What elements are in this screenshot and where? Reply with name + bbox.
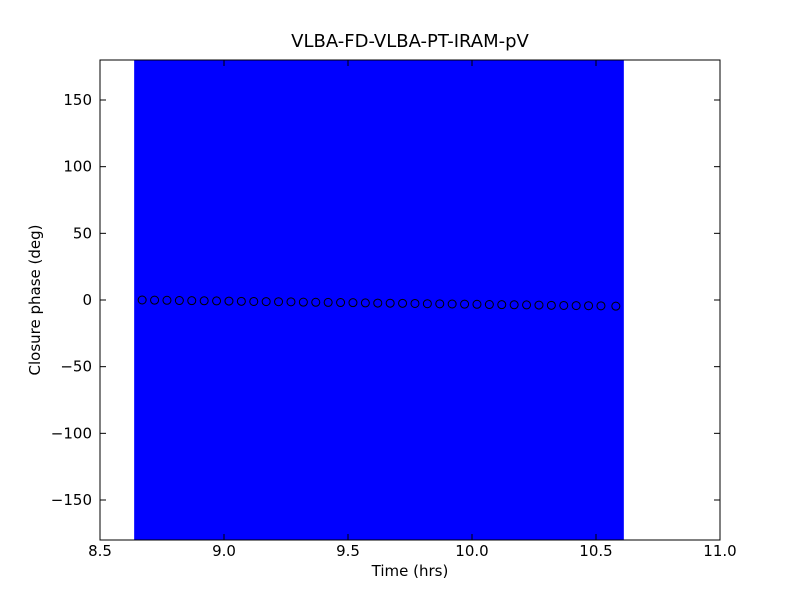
y-tick-label: −150 xyxy=(51,491,92,509)
data-point xyxy=(261,297,271,307)
data-point xyxy=(484,300,494,310)
data-point xyxy=(410,298,420,308)
x-tick-label: 8.5 xyxy=(88,542,112,560)
chart-title: VLBA-FD-VLBA-PT-IRAM-pV xyxy=(291,31,529,52)
data-point xyxy=(497,300,507,310)
data-point xyxy=(571,301,581,311)
data-point xyxy=(199,296,209,306)
x-tick-label: 11.0 xyxy=(703,542,736,560)
data-point xyxy=(546,300,556,310)
data-point xyxy=(596,301,606,311)
x-tick-label: 10.5 xyxy=(579,542,612,560)
data-point xyxy=(236,296,246,306)
data-point xyxy=(435,299,445,309)
data-point xyxy=(385,298,395,308)
data-point xyxy=(150,295,160,305)
data-point xyxy=(534,300,544,310)
y-tick-label: −50 xyxy=(60,358,92,376)
data-point xyxy=(187,296,197,306)
data-point xyxy=(373,298,383,308)
x-tick-label: 10.0 xyxy=(455,542,488,560)
data-point xyxy=(509,300,519,310)
data-point xyxy=(224,296,234,306)
data-point xyxy=(298,297,308,307)
data-point xyxy=(286,297,296,307)
data-point xyxy=(611,301,621,311)
y-tick-label: 100 xyxy=(63,158,92,176)
x-tick-label: 9.0 xyxy=(212,542,236,560)
data-point xyxy=(311,297,321,307)
data-point xyxy=(174,296,184,306)
data-point xyxy=(212,296,222,306)
plot-area xyxy=(134,60,624,540)
data-point xyxy=(360,298,370,308)
data-point xyxy=(336,298,346,308)
data-point xyxy=(137,295,147,305)
data-point xyxy=(348,298,358,308)
data-point xyxy=(447,299,457,309)
data-point xyxy=(422,299,432,309)
data-point xyxy=(162,295,172,305)
y-tick-label: 50 xyxy=(73,224,92,242)
y-tick-label: 0 xyxy=(82,291,92,309)
ticks: 8.5 9.0 9.5 10.0 10.5 11.0 −150 −100 −50 0 50 100 15… xyxy=(51,60,737,560)
x-axis-label: Time (hrs) xyxy=(371,562,449,580)
data-point xyxy=(584,301,594,311)
y-tick-label: −100 xyxy=(51,424,92,442)
data-point xyxy=(559,300,569,310)
data-point xyxy=(323,297,333,307)
data-point xyxy=(522,300,532,310)
data-point xyxy=(398,298,408,308)
data-point xyxy=(249,296,259,306)
x-tick-label: 9.5 xyxy=(336,542,360,560)
data-point xyxy=(472,299,482,309)
data-point xyxy=(274,297,284,307)
y-tick-label: 150 xyxy=(63,91,92,109)
data-point xyxy=(460,299,470,309)
y-axis-label: Closure phase (deg) xyxy=(26,225,44,376)
